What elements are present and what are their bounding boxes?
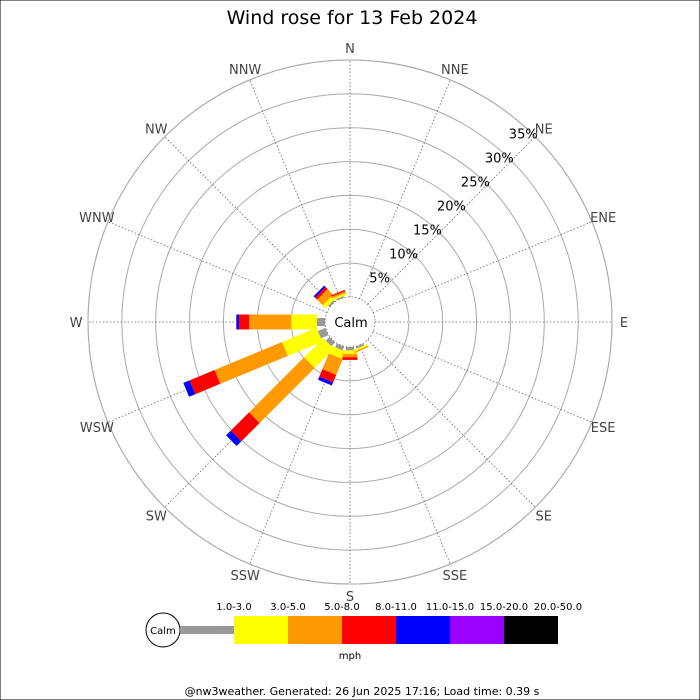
ring-label: 15%: [413, 224, 442, 239]
bar-nnw-8.0-11.0: [330, 289, 346, 297]
legend-swatch-15.0-20.0: [450, 616, 504, 644]
direction-label-n: N: [345, 42, 355, 57]
wind-bars: [183, 285, 369, 446]
bar-sw-1.0-3.0: [325, 336, 336, 347]
direction-label-ssw: SSW: [230, 569, 260, 584]
direction-label-sse: SSE: [442, 569, 467, 584]
bar-w-5.0-8.0: [249, 314, 292, 330]
chart-overlay: N NNE NE ENE E ESE SE SSE S SSW SW WSW W WNW NW NNW 5% 10…: [70, 42, 629, 605]
spoke-nw: [164, 136, 333, 305]
bar-sw-8.0-11.0: [230, 412, 260, 442]
legend-swatch-5.0-8.0: [288, 616, 342, 644]
legend-swatch-3.0-5.0: [234, 616, 288, 644]
calm-label: Calm: [334, 316, 367, 331]
bar-w-1.0-3.0: [316, 318, 325, 326]
direction-label-se: SE: [536, 510, 552, 525]
bar-sse-5.0-8.0: [354, 346, 369, 353]
bar-w-11.0-15.0: [236, 314, 239, 330]
bar-w-8.0-11.0: [239, 314, 250, 330]
ring-label: 30%: [485, 152, 514, 167]
bar-wsw-1.0-3.0: [317, 327, 329, 339]
bar-s-1.0-3.0: [346, 347, 354, 351]
bar-nw-1.0-3.0: [328, 300, 336, 308]
bar-w-3.0-5.0: [291, 314, 317, 330]
bar-s-8.0-11.0: [342, 357, 358, 360]
bar-wsw-5.0-8.0: [214, 342, 288, 384]
direction-label-nw: NW: [145, 122, 168, 137]
direction-label-s: S: [346, 590, 354, 605]
direction-label-wsw: WSW: [80, 421, 114, 436]
grid-ring: [189, 161, 511, 483]
bar-nw-5.0-8.0: [317, 289, 334, 306]
legend-calm-label: Calm: [150, 626, 176, 637]
ring-label: 10%: [389, 247, 418, 262]
spoke-ne: [367, 136, 536, 305]
legend-label: 8.0-11.0: [375, 602, 417, 613]
legend-label: 11.0-15.0: [426, 602, 474, 613]
spoke-se: [367, 339, 536, 508]
bar-sw-11.0-15.0: [226, 430, 242, 446]
bar-sse-1.0-3.0: [355, 343, 364, 349]
bar-nnw-3.0-5.0: [332, 292, 347, 301]
direction-label-nne: NNE: [441, 63, 469, 78]
bar-nnw-1.0-3.0: [336, 296, 345, 301]
legend-label: 3.0-5.0: [270, 602, 305, 613]
legend-label: 5.0-8.0: [324, 602, 359, 613]
ring-label: 20%: [437, 200, 466, 215]
legend-swatch-11.0-15.0: [396, 616, 450, 644]
bar-s-5.0-8.0: [342, 353, 358, 358]
legend-label: 20.0-50.0: [534, 602, 582, 613]
direction-label-nnw: NNW: [229, 63, 261, 78]
speed-legend: Calm 1.0-3.0 3.0-5.0 5.0-8.0 8.0-11.0 11.0-15…: [145, 602, 582, 648]
spoke-ese: [372, 331, 593, 423]
direction-label-ene: ENE: [590, 211, 616, 226]
bar-nnw-5.0-8.0: [331, 291, 347, 299]
spoke-wnw: [107, 221, 328, 313]
spoke-nnw: [249, 79, 341, 300]
footer-text: @nw3weather. Generated: 26 Jun 2025 17:1…: [185, 685, 540, 698]
bar-ssw-1.0-3.0: [335, 343, 345, 351]
legend-swatch-8.0-11.0: [342, 616, 396, 644]
ring-label: 35%: [509, 128, 538, 143]
bar-nw-8.0-11.0: [315, 287, 328, 300]
bar-sw-3.0-5.0: [304, 338, 334, 368]
legend-label: 1.0-3.0: [216, 602, 251, 613]
chart-title: Wind rose for 13 Feb 2024: [227, 7, 478, 29]
direction-label-sw: SW: [146, 510, 167, 525]
bar-ssw-11.0-15.0: [318, 376, 334, 386]
bar-ssw-3.0-5.0: [328, 346, 346, 360]
bar-wsw-11.0-15.0: [183, 380, 196, 397]
calm-circle: [324, 296, 376, 348]
ring-label: 25%: [461, 176, 490, 191]
bar-sse-3.0-5.0: [353, 344, 369, 352]
bar-s-3.0-5.0: [342, 350, 358, 354]
spoke-nne: [359, 79, 451, 300]
bar-nw-11.0-15.0: [313, 285, 326, 298]
direction-label-w: W: [70, 316, 83, 331]
direction-label-ne: NE: [535, 122, 553, 137]
bar-wsw-8.0-11.0: [189, 370, 221, 395]
unit-label: mph: [339, 651, 361, 662]
legend-swatch-20.0-50.0: [504, 616, 558, 644]
ring-label: 5%: [369, 271, 390, 286]
bar-ssw-5.0-8.0: [322, 353, 343, 375]
spoke-sse: [359, 344, 451, 565]
bar-wsw-3.0-5.0: [282, 327, 323, 356]
spoke-ene: [372, 221, 593, 313]
legend-label: 15.0-20.0: [480, 602, 528, 613]
legend-swatch-1.0-3.0: [180, 626, 234, 634]
direction-label-wnw: WNW: [79, 211, 115, 226]
bar-sw-5.0-8.0: [249, 357, 315, 423]
grid-ring-outer: [87, 59, 613, 585]
bar-ssw-8.0-11.0: [319, 369, 337, 383]
direction-label-e: E: [620, 316, 628, 331]
direction-label-ese: ESE: [591, 421, 616, 436]
